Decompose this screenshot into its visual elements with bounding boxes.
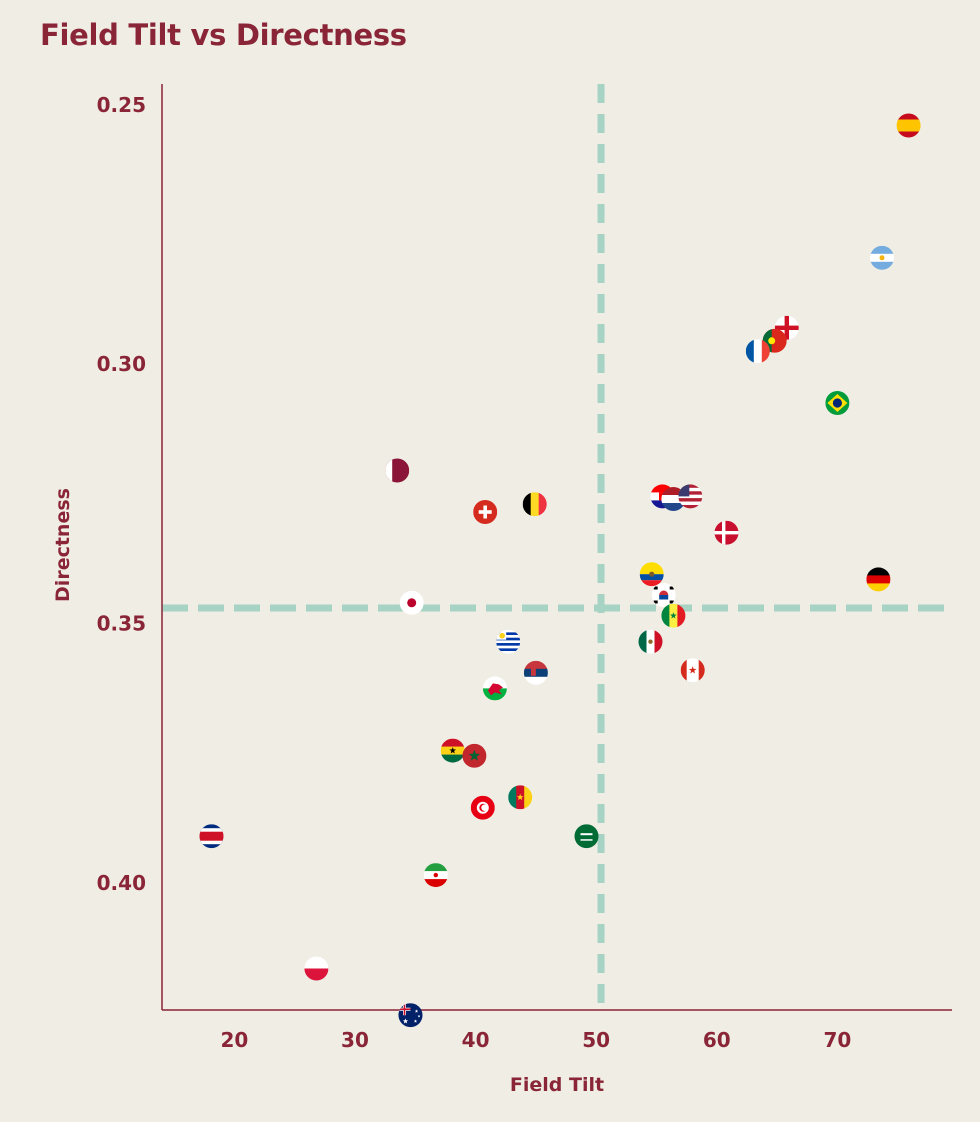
flag-point-brazil xyxy=(825,391,850,415)
chart-title: Field Tilt vs Directness xyxy=(40,18,407,52)
flag-point-australia xyxy=(398,1003,423,1028)
flag-point-senegal xyxy=(661,603,686,628)
x-tick-label: 60 xyxy=(703,1028,731,1052)
flag-point-wales xyxy=(482,676,507,701)
y-tick-label: 0.25 xyxy=(97,93,146,117)
flag-point-usa xyxy=(678,484,703,509)
flag-point-uruguay xyxy=(496,629,521,654)
flag-point-denmark xyxy=(714,520,739,545)
y-tick-label: 0.35 xyxy=(97,612,146,636)
flag-point-ecuador xyxy=(639,562,664,587)
flag-point-cameroon xyxy=(508,785,533,810)
flag-point-qatar xyxy=(385,458,410,483)
flag-point-argentina xyxy=(870,245,894,270)
x-tick-label: 30 xyxy=(341,1028,369,1052)
flag-point-morocco xyxy=(462,743,487,768)
x-tick-label: 50 xyxy=(582,1028,610,1052)
flag-point-mexico xyxy=(638,629,663,654)
flag-point-costa-rica xyxy=(199,824,224,849)
flag-point-france xyxy=(745,339,770,364)
x-tick-label: 40 xyxy=(462,1028,490,1052)
flag-point-ghana xyxy=(440,738,465,763)
flag-point-belgium xyxy=(522,492,547,517)
flag-point-switzerland xyxy=(473,500,498,524)
flag-point-poland xyxy=(304,956,329,981)
flag-point-germany xyxy=(866,567,891,592)
y-tick-label: 0.40 xyxy=(97,871,146,895)
flag-point-south-korea xyxy=(651,583,676,607)
flag-point-tunisia xyxy=(470,795,495,820)
y-tick-label: 0.30 xyxy=(97,352,146,376)
flag-point-saudi-arabia xyxy=(574,824,599,849)
x-tick-label: 20 xyxy=(220,1028,248,1052)
flag-point-netherlands xyxy=(661,487,686,511)
x-axis-label: Field Tilt xyxy=(509,1074,605,1096)
flag-point-japan xyxy=(399,590,424,615)
x-tick-label: 70 xyxy=(823,1028,851,1052)
flag-point-spain xyxy=(896,113,921,138)
flag-point-iran xyxy=(423,863,448,888)
flag-point-serbia xyxy=(523,660,548,685)
flag-point-canada xyxy=(680,658,705,683)
